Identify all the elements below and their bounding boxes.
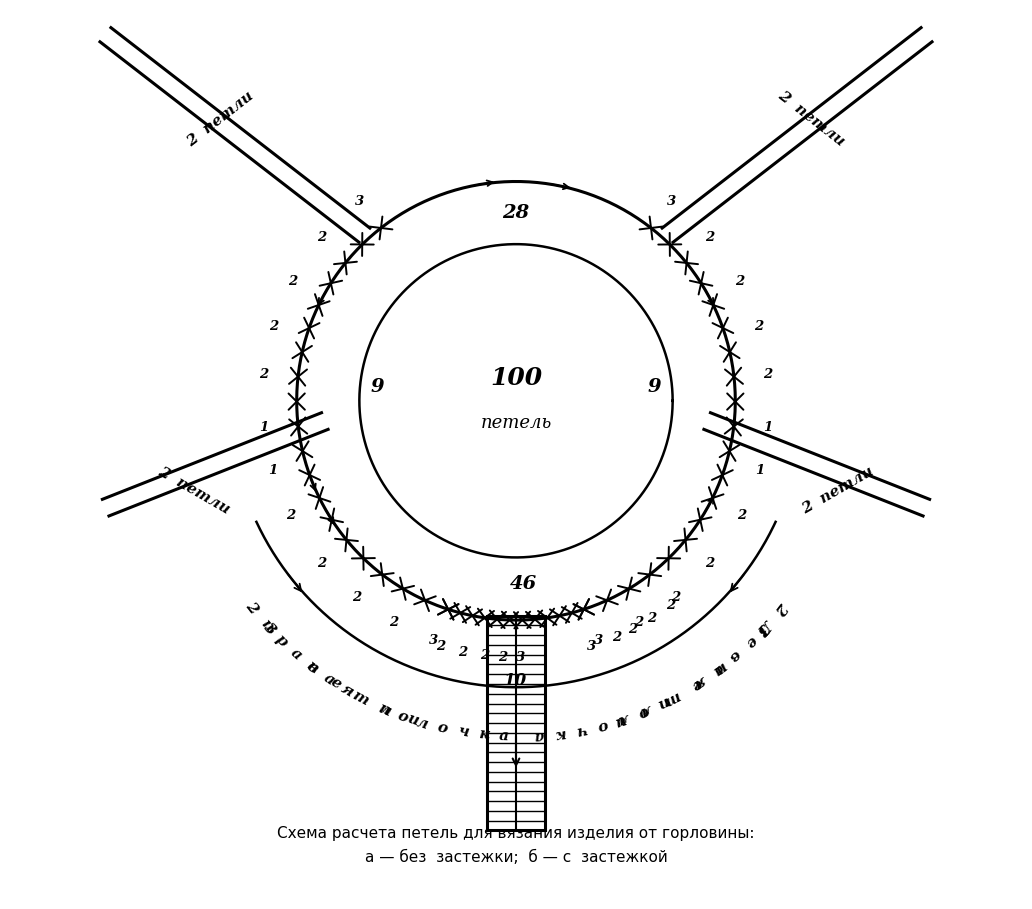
Bar bbox=[487, 615, 545, 831]
Text: а: а bbox=[288, 646, 304, 663]
Text: р: р bbox=[272, 632, 290, 649]
Text: 2: 2 bbox=[480, 649, 489, 663]
Text: 2: 2 bbox=[666, 599, 675, 613]
Text: а — без  застежки;  б — с  застежкой: а — без застежки; б — с застежкой bbox=[364, 850, 668, 864]
Text: петель: петель bbox=[480, 415, 552, 432]
Text: 46: 46 bbox=[510, 575, 537, 594]
Text: 2: 2 bbox=[497, 651, 507, 664]
Text: ч: ч bbox=[456, 724, 470, 740]
Text: 2: 2 bbox=[288, 275, 297, 288]
Text: 2: 2 bbox=[269, 320, 279, 334]
Text: 3: 3 bbox=[261, 621, 279, 638]
Text: л: л bbox=[415, 715, 430, 732]
Text: п: п bbox=[655, 694, 671, 711]
Text: в: в bbox=[304, 659, 320, 676]
Text: 1: 1 bbox=[259, 421, 268, 434]
Text: я: я bbox=[337, 682, 355, 700]
Text: а: а bbox=[710, 660, 727, 677]
Text: 3: 3 bbox=[668, 195, 677, 207]
Text: и: и bbox=[405, 712, 420, 728]
Text: т: т bbox=[350, 688, 370, 708]
Text: п: п bbox=[258, 616, 276, 634]
Text: 1: 1 bbox=[764, 421, 773, 434]
Text: 2  петли: 2 петли bbox=[156, 464, 232, 516]
Text: к: к bbox=[478, 727, 489, 743]
Text: п: п bbox=[711, 658, 729, 676]
Text: а: а bbox=[499, 729, 510, 744]
Text: 9: 9 bbox=[370, 378, 384, 396]
Text: ч: ч bbox=[575, 722, 588, 738]
Text: а: а bbox=[321, 671, 337, 688]
Text: 28: 28 bbox=[503, 204, 529, 222]
Text: 2: 2 bbox=[706, 557, 715, 570]
Text: а: а bbox=[534, 728, 545, 743]
Text: 2  петли: 2 петли bbox=[800, 464, 876, 516]
Text: 2: 2 bbox=[772, 599, 789, 616]
Text: 2  петли: 2 петли bbox=[775, 88, 847, 149]
Text: о: о bbox=[636, 703, 651, 720]
Text: 1: 1 bbox=[754, 464, 764, 477]
Text: Схема расчета петель для вязания изделия от горловины:: Схема расчета петель для вязания изделия… bbox=[278, 825, 754, 841]
Text: 3: 3 bbox=[429, 634, 439, 647]
Text: 2: 2 bbox=[389, 616, 397, 629]
Text: 2: 2 bbox=[286, 509, 295, 523]
Text: 9: 9 bbox=[648, 378, 662, 396]
Text: 2: 2 bbox=[635, 616, 643, 629]
Text: е: е bbox=[327, 675, 344, 692]
Text: е: е bbox=[742, 633, 759, 649]
Text: л: л bbox=[639, 702, 654, 719]
Text: 3: 3 bbox=[593, 634, 603, 647]
Text: т: т bbox=[662, 688, 682, 708]
Text: 1: 1 bbox=[268, 464, 278, 477]
Text: п: п bbox=[303, 658, 321, 676]
Text: л: л bbox=[616, 711, 631, 727]
Text: 3: 3 bbox=[753, 621, 771, 638]
Text: я: я bbox=[691, 672, 709, 691]
Text: в: в bbox=[727, 647, 743, 664]
Text: 2: 2 bbox=[706, 232, 715, 245]
Text: 2: 2 bbox=[753, 320, 763, 334]
Text: 2: 2 bbox=[437, 640, 446, 653]
Text: е: е bbox=[688, 675, 705, 692]
Text: о: о bbox=[437, 721, 449, 736]
Text: п: п bbox=[376, 701, 391, 718]
Text: 2: 2 bbox=[317, 232, 326, 245]
Text: 2: 2 bbox=[317, 557, 326, 570]
Text: 2: 2 bbox=[612, 631, 621, 644]
Text: 2: 2 bbox=[243, 599, 260, 616]
Text: 10: 10 bbox=[505, 672, 527, 689]
Text: 2: 2 bbox=[458, 645, 467, 659]
Text: 2: 2 bbox=[737, 509, 746, 523]
Text: 3: 3 bbox=[516, 651, 525, 664]
Text: о: о bbox=[596, 717, 610, 733]
Text: л: л bbox=[378, 702, 393, 719]
Text: Л: Л bbox=[755, 615, 775, 635]
Text: 2: 2 bbox=[647, 612, 656, 625]
Text: о: о bbox=[395, 708, 410, 725]
Text: 2: 2 bbox=[735, 275, 744, 288]
Text: 3: 3 bbox=[355, 195, 364, 207]
Text: и: и bbox=[612, 712, 627, 728]
Text: 2: 2 bbox=[259, 368, 268, 381]
Text: 100: 100 bbox=[490, 366, 542, 391]
Text: 2  петли: 2 петли bbox=[185, 88, 257, 149]
Text: 3: 3 bbox=[586, 640, 595, 653]
Text: 2: 2 bbox=[764, 368, 773, 381]
Text: 2: 2 bbox=[352, 591, 361, 604]
Text: 2: 2 bbox=[671, 591, 680, 604]
Text: 2: 2 bbox=[628, 624, 637, 636]
Text: к: к bbox=[555, 725, 567, 741]
